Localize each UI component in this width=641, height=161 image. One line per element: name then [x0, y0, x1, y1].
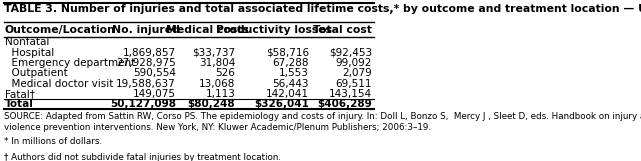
Text: $58,716: $58,716: [266, 48, 309, 58]
Text: Fatal†: Fatal†: [4, 89, 35, 99]
Text: 1,113: 1,113: [205, 89, 235, 99]
Text: 67,288: 67,288: [272, 58, 309, 68]
Text: $326,041: $326,041: [254, 99, 309, 109]
Text: 69,511: 69,511: [335, 79, 372, 89]
Text: 56,443: 56,443: [272, 79, 309, 89]
Text: Productivity losses: Productivity losses: [216, 24, 331, 34]
Text: Hospital: Hospital: [4, 48, 54, 58]
Text: Outcome/Location: Outcome/Location: [4, 24, 115, 34]
Text: Outpatient: Outpatient: [4, 68, 67, 78]
Text: * In millions of dollars.: * In millions of dollars.: [4, 137, 102, 146]
Text: 142,041: 142,041: [266, 89, 309, 99]
Text: 50,127,098: 50,127,098: [110, 99, 176, 109]
Text: Total: Total: [4, 99, 33, 109]
Text: † Authors did not subdivide fatal injuries by treatment location.: † Authors did not subdivide fatal injuri…: [4, 153, 281, 161]
Text: Medical doctor visit: Medical doctor visit: [4, 79, 113, 89]
Text: 149,075: 149,075: [133, 89, 176, 99]
Text: $33,737: $33,737: [192, 48, 235, 58]
Text: TABLE 3. Number of injuries and total associated lifetime costs,* by outcome and: TABLE 3. Number of injuries and total as…: [4, 4, 641, 14]
Text: Emergency department: Emergency department: [4, 58, 135, 68]
Text: 590,554: 590,554: [133, 68, 176, 78]
Text: 1,553: 1,553: [279, 68, 309, 78]
Text: Nonfatal: Nonfatal: [4, 37, 49, 47]
Text: 99,092: 99,092: [336, 58, 372, 68]
Text: SOURCE: Adapted from Sattin RW, Corso PS. The epidemiology and costs of injury. : SOURCE: Adapted from Sattin RW, Corso PS…: [4, 112, 641, 132]
Text: 19,588,637: 19,588,637: [116, 79, 176, 89]
Text: 1,869,857: 1,869,857: [123, 48, 176, 58]
Text: No. injured: No. injured: [112, 24, 180, 34]
Text: $92,453: $92,453: [329, 48, 372, 58]
Text: 13,068: 13,068: [199, 79, 235, 89]
Text: $80,248: $80,248: [188, 99, 235, 109]
Text: 31,804: 31,804: [199, 58, 235, 68]
Text: 27,928,975: 27,928,975: [116, 58, 176, 68]
Text: Medical costs: Medical costs: [166, 24, 249, 34]
Text: 526: 526: [215, 68, 235, 78]
Text: 2,079: 2,079: [342, 68, 372, 78]
Text: $406,289: $406,289: [317, 99, 372, 109]
Text: Total cost: Total cost: [313, 24, 372, 34]
Text: 143,154: 143,154: [329, 89, 372, 99]
